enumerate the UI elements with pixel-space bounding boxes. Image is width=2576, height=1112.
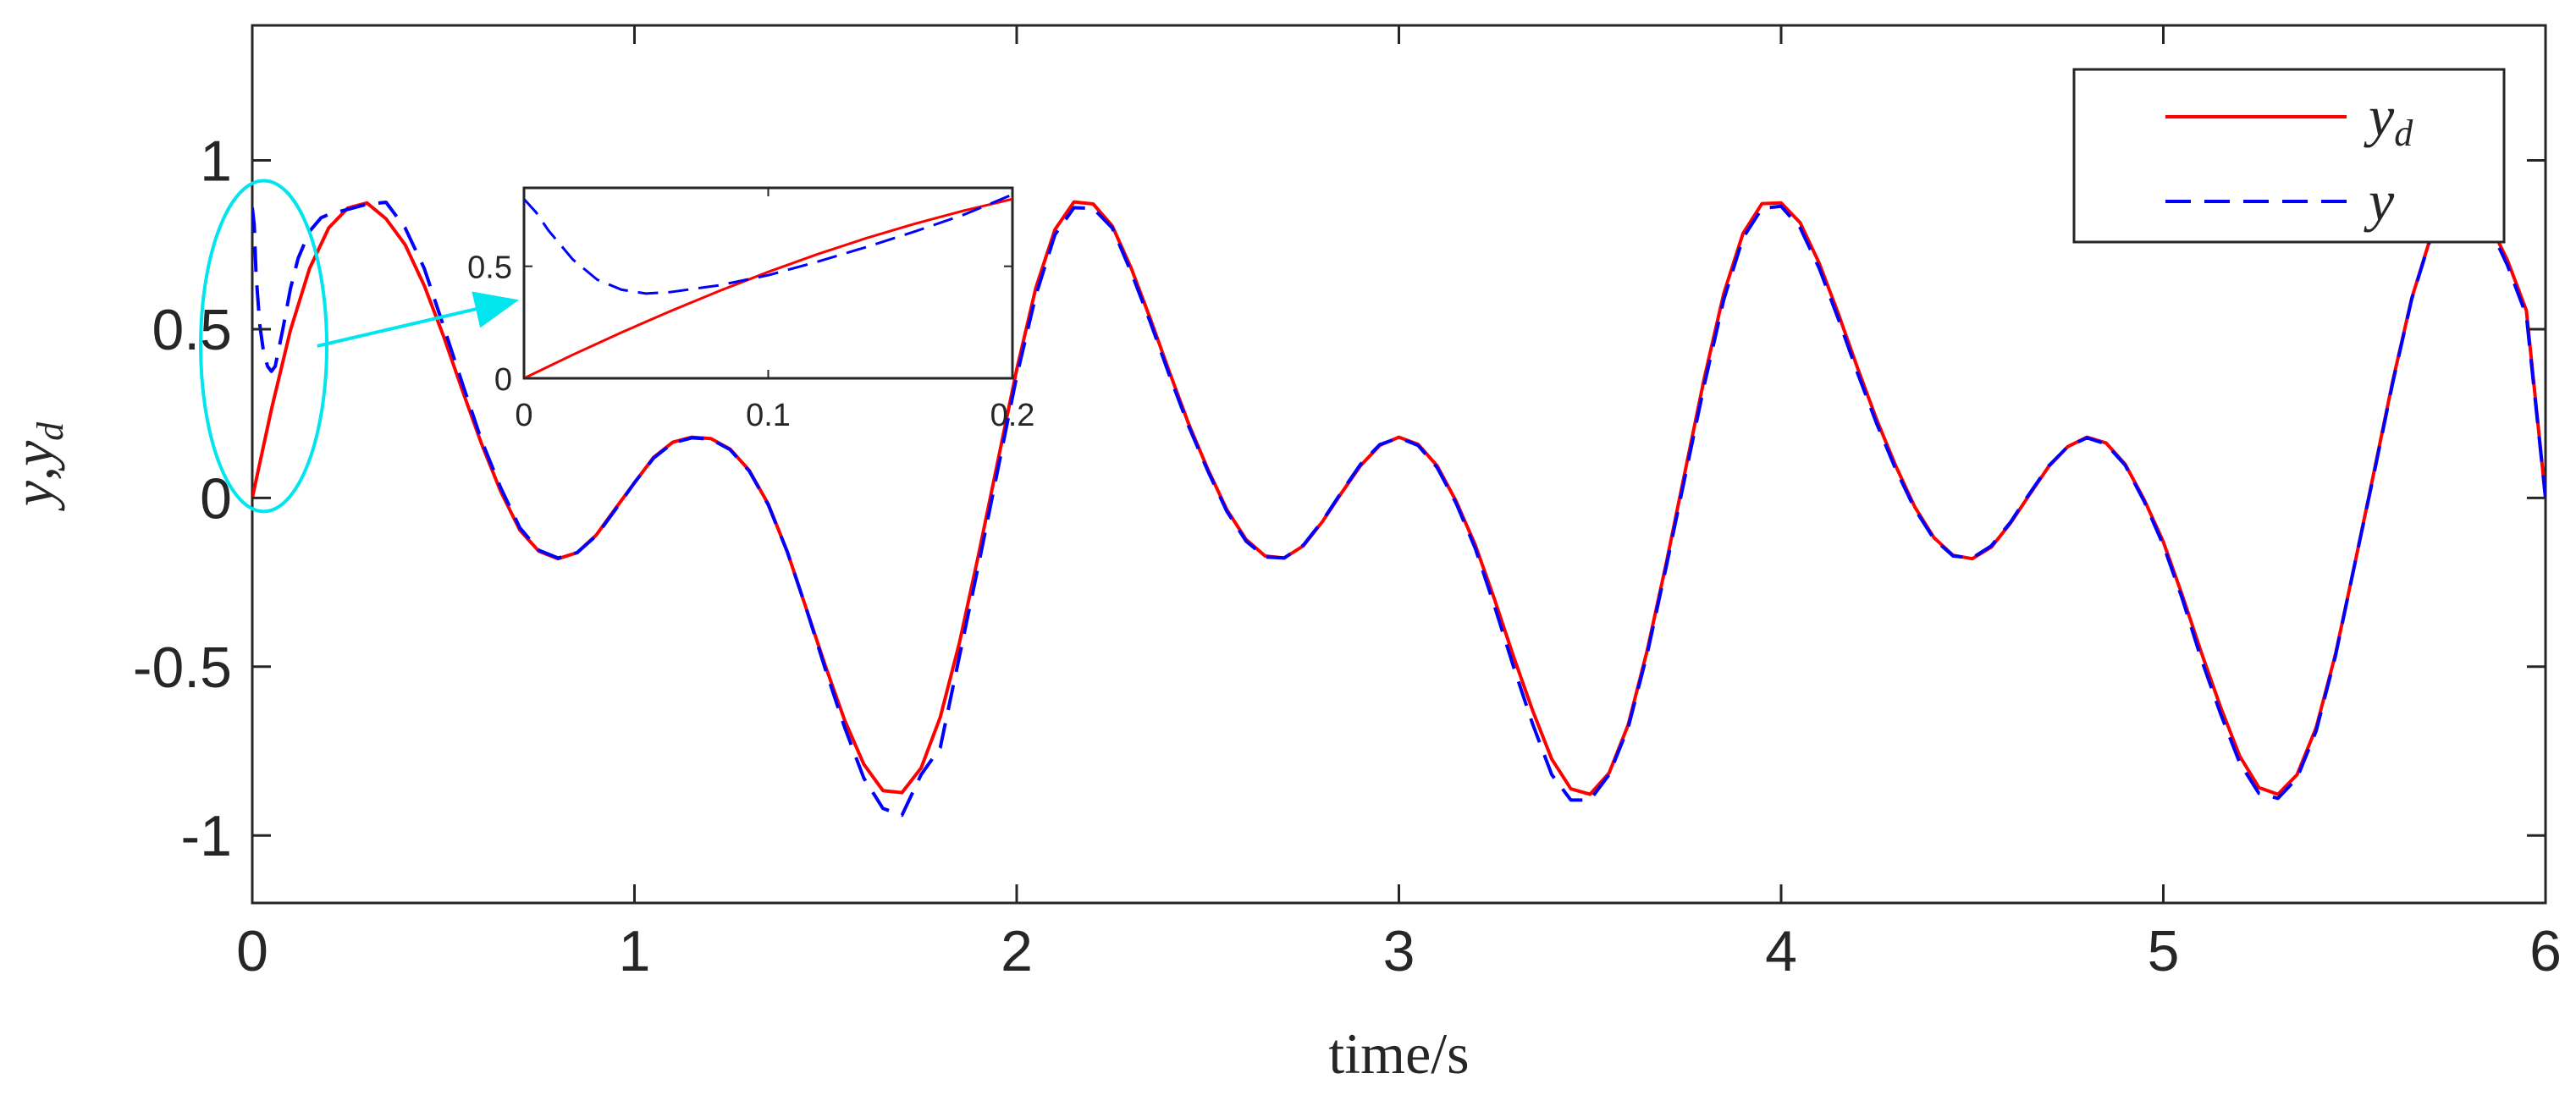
x-tick-label: 0 bbox=[236, 919, 268, 983]
y-tick-label: 0 bbox=[200, 466, 232, 531]
inset-series-group bbox=[524, 193, 1012, 378]
legend-label-yd: yd bbox=[2364, 84, 2413, 154]
x-tick-label: 1 bbox=[619, 919, 651, 983]
legend-box bbox=[2072, 68, 2506, 244]
zoom-arrow-shaft bbox=[317, 303, 494, 348]
legend: yd y bbox=[2072, 68, 2506, 244]
y-tick-label: -0.5 bbox=[133, 636, 232, 700]
legend-label-yd-sym: y bbox=[2364, 84, 2395, 148]
main-axes-group: 0 1 2 3 4 5 6 -1 -0.5 0 0.5 1 bbox=[133, 25, 2562, 983]
inset-y-tick-label: 0 bbox=[494, 362, 512, 398]
x-tick-label: 3 bbox=[1383, 919, 1415, 983]
x-tick-label: 6 bbox=[2529, 919, 2562, 983]
legend-label-y-sym: y bbox=[2364, 168, 2395, 233]
x-tick-label: 4 bbox=[1765, 919, 1797, 983]
x-tick-label: 5 bbox=[2148, 919, 2180, 983]
zoom-ellipse bbox=[199, 179, 329, 514]
series-line-y bbox=[252, 201, 2546, 817]
y-axis-label: y,yd bbox=[1, 421, 71, 511]
inset-axes-group: 0 0.1 0.2 0 0.5 bbox=[467, 188, 1034, 433]
main-series-group bbox=[252, 200, 2546, 817]
x-tick-label: 2 bbox=[1001, 919, 1033, 983]
y-axis-label-sub: d bbox=[30, 421, 71, 441]
y-tick-label: 1 bbox=[200, 129, 232, 194]
zoom-callout bbox=[199, 179, 519, 514]
y-tick-label: 0.5 bbox=[152, 298, 232, 362]
y-tick-label: -1 bbox=[181, 804, 232, 868]
y-axis-label-sym: y bbox=[1, 440, 65, 471]
y-axis-label-sep: , bbox=[1, 466, 65, 481]
inset-x-tick-label: 0.2 bbox=[990, 398, 1035, 433]
legend-label-y: y bbox=[2364, 168, 2395, 233]
inset-series-line-yd bbox=[524, 197, 1012, 378]
inset-y-tick-label: 0.5 bbox=[467, 250, 512, 286]
y-axis-label-main: y bbox=[1, 480, 65, 511]
inset-x-tick-label: 0 bbox=[515, 398, 532, 433]
inset-series-line-y bbox=[524, 193, 1012, 295]
zoom-arrow-head bbox=[472, 291, 519, 328]
inset-x-tick-label: 0.1 bbox=[746, 398, 791, 433]
legend-label-yd-sub: d bbox=[2394, 113, 2413, 154]
x-axis-label: time/s bbox=[1328, 1021, 1469, 1086]
